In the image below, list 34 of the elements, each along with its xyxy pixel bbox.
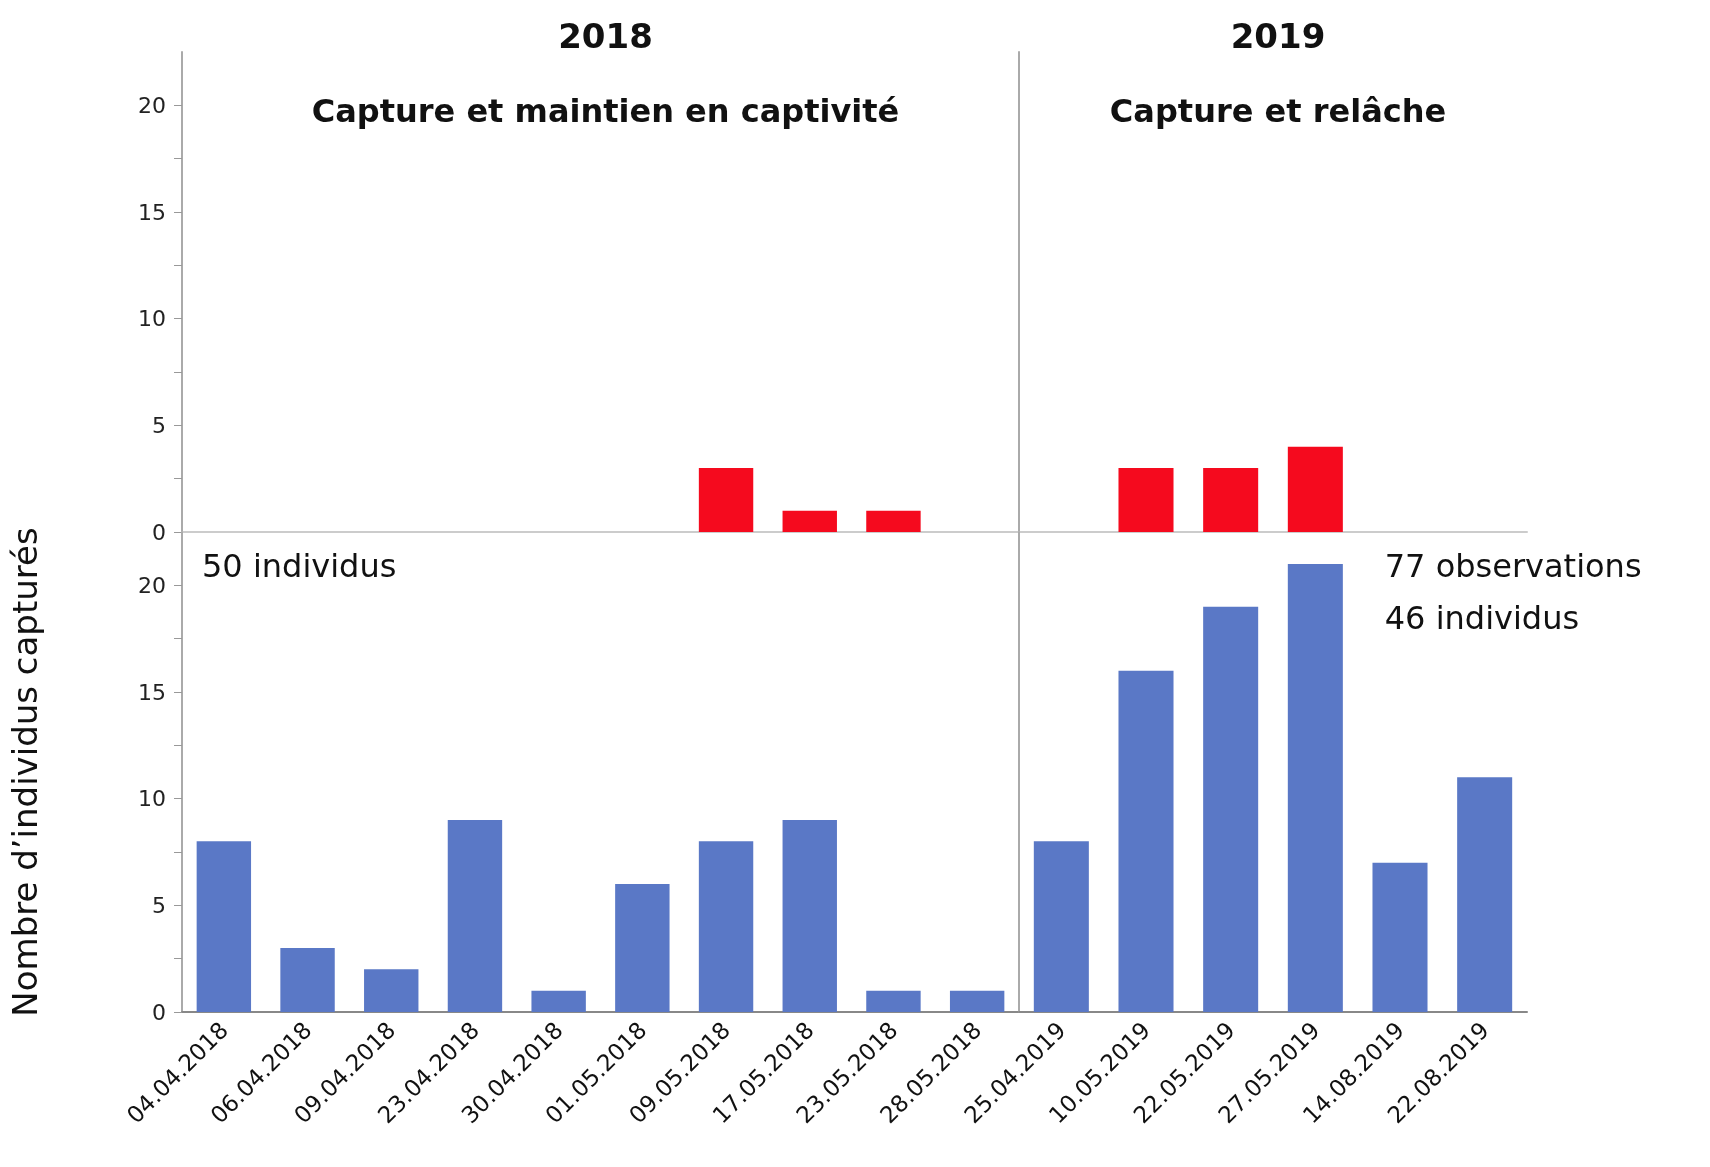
annotation: 46 individus [1384,599,1580,637]
bar [1118,670,1174,1012]
text: Capture et relâche [1109,92,1447,130]
bar [866,990,921,1012]
y-tick-label: 10 [138,786,166,812]
bar [447,820,503,1012]
bar [1033,841,1089,1012]
y-tick-label: 5 [152,412,166,438]
y-tick-label: 0 [152,999,166,1025]
bar [531,990,586,1012]
y-tick-label: 5 [152,892,166,918]
bar [615,884,670,1012]
bar [1372,862,1428,1012]
bar [364,969,419,1012]
chart-title: 2018 [558,16,653,56]
y-tick-label: 15 [138,679,166,705]
y-tick-label: 20 [138,92,166,118]
chart-title: 2019 [1230,16,1326,56]
annotation: 77 observations [1384,547,1642,585]
y-tick-label: 20 [138,572,166,598]
bar [698,841,754,1012]
y-tick-label: 10 [138,306,166,332]
y-tick-label: 15 [138,199,166,225]
bar [782,820,837,1012]
bar [196,841,252,1012]
bar [1287,564,1343,1012]
y-axis-title: Nombre d’individus capturés [5,527,45,1017]
text: Capture et maintien en captivité [311,92,900,130]
y-tick-label: 0 [152,519,166,545]
annotation: 50 individus [202,547,397,585]
bar [1203,606,1259,1012]
bar [280,948,335,1012]
bar [949,990,1005,1012]
bar [1457,777,1513,1012]
